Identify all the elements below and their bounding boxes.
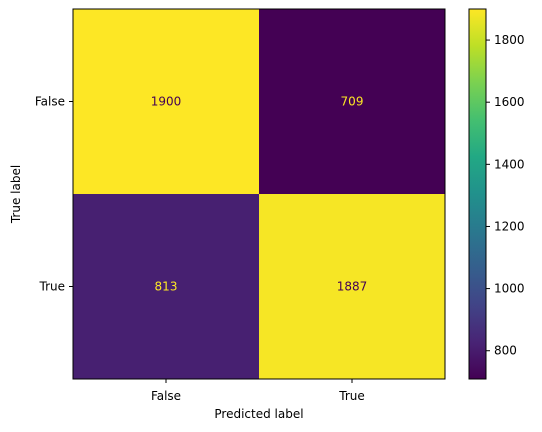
colorbar-tick-label: 1400 — [494, 157, 525, 171]
cell-value-labels: 1900 709 813 1887 — [151, 95, 368, 294]
colorbar-tick-label: 800 — [494, 344, 517, 358]
colorbar-tick-label: 1000 — [494, 282, 525, 296]
heatmap-cell — [73, 9, 259, 194]
colorbar-tick-label: 1600 — [494, 95, 525, 109]
colorbar-tick-label: 1200 — [494, 219, 525, 233]
x-axis: False True — [151, 379, 365, 403]
heatmap-cell — [73, 194, 259, 379]
cell-value-label: 1900 — [151, 95, 182, 109]
x-axis-label: Predicted label — [214, 407, 303, 421]
y-axis: False True — [35, 95, 73, 294]
cell-value-label: 1887 — [337, 280, 368, 294]
heatmap-cell — [259, 9, 445, 194]
colorbar — [468, 8, 487, 380]
heatmap-cells — [73, 9, 445, 379]
x-tick-label: False — [151, 389, 181, 403]
y-tick-label: True — [39, 280, 66, 294]
y-tick-label: False — [35, 95, 65, 109]
heatmap-cell — [259, 194, 445, 379]
x-tick-label: True — [338, 389, 365, 403]
colorbar-ticks: 800 1000 1200 1400 1600 1800 — [486, 33, 525, 358]
cell-value-label: 813 — [155, 280, 178, 294]
cell-value-label: 709 — [341, 95, 364, 109]
plot-frame — [72, 8, 446, 380]
colorbar-tick-label: 1800 — [494, 33, 525, 47]
y-axis-label: True label — [9, 165, 23, 224]
